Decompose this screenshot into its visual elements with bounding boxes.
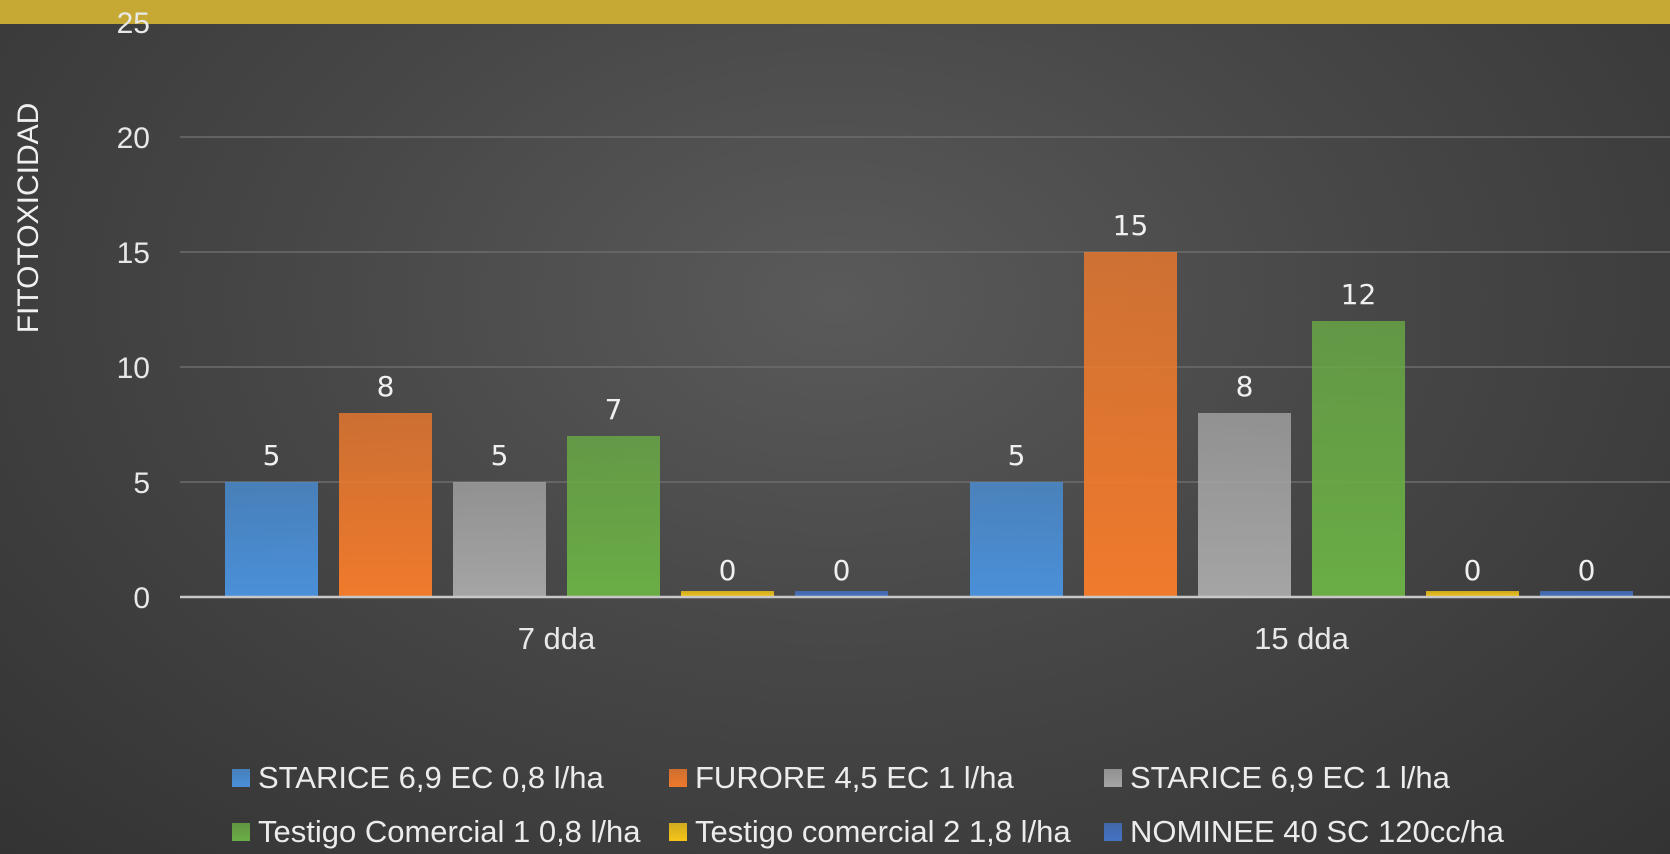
bar [1426,591,1519,597]
top-banner-band [0,0,1670,24]
y-tick-label: 0 [133,582,150,615]
data-label: 5 [263,439,281,472]
bar [567,436,660,597]
data-label: 5 [491,439,509,472]
legend-label: Testigo comercial 2 1,8 l/ha [695,814,1071,849]
data-label: 0 [833,554,851,587]
legend-swatch [232,823,250,841]
legend-item: STARICE 6,9 EC 0,8 l/ha [232,760,669,796]
bars [180,252,1670,599]
bar [795,591,888,597]
legend-item: FURORE 4,5 EC 1 l/ha [669,760,1104,796]
chart-legend: STARICE 6,9 EC 0,8 l/ha FURORE 4,5 EC 1 l… [232,760,1532,850]
legend-swatch [1104,769,1122,787]
bar [1084,252,1177,597]
data-label: 8 [377,370,395,403]
y-tick-label: 15 [117,237,150,270]
y-axis-ticks: 0 5 10 15 20 25 [117,7,150,615]
legend-label: STARICE 6,9 EC 0,8 l/ha [258,760,604,795]
legend-item: STARICE 6,9 EC 1 l/ha [1104,760,1532,796]
y-tick-label: 10 [117,352,150,385]
data-label: 5 [1008,439,1026,472]
data-label: 8 [1236,370,1254,403]
bar [453,482,546,597]
x-axis-categories: 7 dda 15 dda [518,621,1350,656]
bar [225,482,318,597]
legend-swatch [232,769,250,787]
legend-label: FURORE 4,5 EC 1 l/ha [695,760,1014,795]
y-axis-title: FITOTOXICIDAD [12,103,45,334]
y-tick-label: 20 [117,122,150,155]
bar [339,413,432,597]
legend-label: NOMINEE 40 SC 120cc/ha [1130,814,1504,849]
data-label: 12 [1341,278,1377,311]
legend-item: Testigo Comercial 1 0,8 l/ha [232,814,669,850]
legend-swatch [669,769,687,787]
legend-item: Testigo comercial 2 1,8 l/ha [669,814,1104,850]
legend-label: STARICE 6,9 EC 1 l/ha [1130,760,1450,795]
y-tick-label: 5 [133,467,150,500]
legend-swatch [1104,823,1122,841]
data-label: 0 [1464,554,1482,587]
data-label: 0 [719,554,737,587]
legend-label: Testigo Comercial 1 0,8 l/ha [258,814,641,849]
data-label: 15 [1113,209,1149,242]
data-label: 0 [1578,554,1596,587]
bar [681,591,774,597]
x-category-label: 15 dda [1254,621,1350,656]
bar [970,482,1063,597]
bar [1540,591,1633,597]
y-tick-label: 25 [117,7,150,40]
x-category-label: 7 dda [518,621,596,656]
bar [1312,321,1405,597]
bar [1198,413,1291,597]
legend-item: NOMINEE 40 SC 120cc/ha [1104,814,1532,850]
legend-swatch [669,823,687,841]
data-label: 7 [605,393,623,426]
data-labels: 5 8 5 7 0 0 5 15 8 12 0 0 [263,209,1596,587]
